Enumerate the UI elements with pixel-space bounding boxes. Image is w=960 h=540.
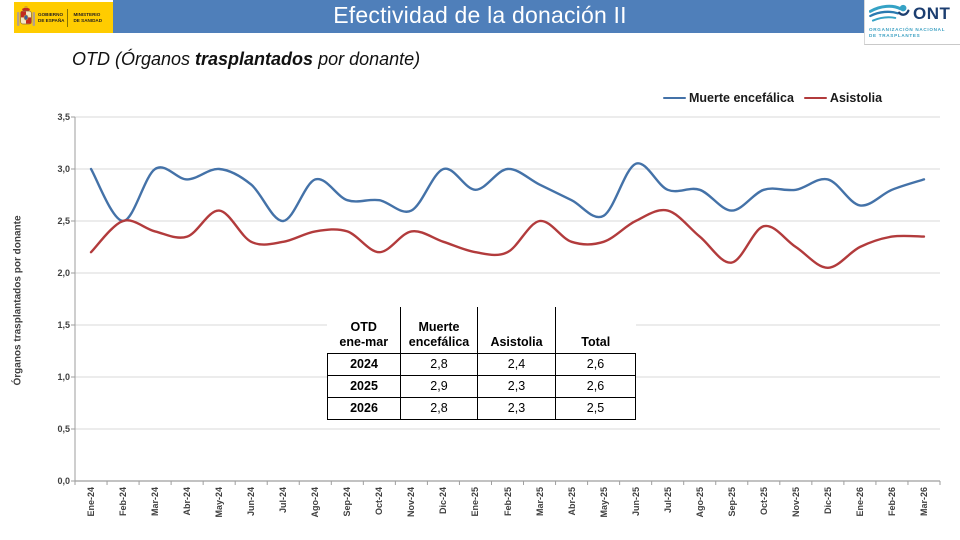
gobierno-logo: GOBIERNO DE ESPAÑA MINISTERIO DE SANIDAD bbox=[14, 2, 113, 33]
x-tick-label: Mar-24 bbox=[150, 487, 161, 517]
x-tick-label: Jul-24 bbox=[278, 487, 289, 514]
x-tick-label: Feb-24 bbox=[118, 487, 129, 517]
ministerio-label: MINISTERIO DE SANIDAD bbox=[73, 12, 103, 23]
table-value-cell: 2,9 bbox=[400, 374, 478, 398]
table-value-cell: 2,6 bbox=[555, 374, 636, 398]
spain-crest-icon bbox=[17, 5, 35, 26]
legend-label: Muerte encefálica bbox=[689, 91, 794, 105]
subtitle-part1: OTD (Órganos bbox=[72, 49, 196, 69]
x-tick-label: Jun-24 bbox=[246, 487, 257, 517]
y-tick-label: 3,5 bbox=[57, 112, 70, 122]
x-tick-label: Ago-25 bbox=[694, 487, 705, 518]
series-line-muerte-encef-lica bbox=[89, 162, 926, 223]
legend-line-swatch bbox=[663, 96, 686, 100]
x-tick-label: Feb-25 bbox=[502, 487, 513, 517]
y-tick-label: 3,0 bbox=[57, 164, 70, 174]
y-tick-label: 2,0 bbox=[57, 268, 70, 278]
gobierno-divider bbox=[67, 8, 69, 27]
x-tick-label: Dic-25 bbox=[822, 487, 833, 515]
x-tick-label: Mar-26 bbox=[918, 487, 929, 517]
table-value-cell: 2,3 bbox=[477, 396, 556, 420]
table-value-cell: 2,6 bbox=[555, 352, 636, 376]
table-year-cell: 2025 bbox=[327, 374, 401, 398]
otd-summary-table: OTD ene-mar Muerte encefálica Asistolia Total… bbox=[327, 307, 636, 420]
table-value-cell: 2,3 bbox=[477, 374, 556, 398]
x-tick-label: Jun-25 bbox=[630, 487, 641, 517]
subtitle-part2: por donante) bbox=[313, 49, 421, 69]
legend-label: Asistolia bbox=[829, 91, 883, 105]
x-tick-label: Ene-24 bbox=[86, 487, 97, 517]
table-header-cell: Muerte encefálica bbox=[400, 307, 478, 354]
gobierno-label: GOBIERNO DE ESPAÑA bbox=[38, 12, 65, 23]
legend: Muerte encefálica Asistolia bbox=[663, 91, 882, 105]
y-tick-label: 1,0 bbox=[57, 372, 70, 382]
ont-swoosh-icon bbox=[869, 4, 910, 22]
x-tick-label: Ago-24 bbox=[310, 487, 321, 518]
x-tick-label: Feb-26 bbox=[886, 487, 897, 517]
table-header-cell: Asistolia bbox=[477, 307, 556, 354]
x-tick-label: Sep-24 bbox=[342, 487, 353, 517]
table-row: 2026 2,8 2,3 2,5 bbox=[327, 396, 636, 420]
legend-item-asistolia: Asistolia bbox=[803, 91, 883, 105]
table-header-cell: OTD ene-mar bbox=[327, 307, 401, 354]
y-axis-title: Órganos trasplantados por donante bbox=[12, 215, 24, 386]
legend-line-swatch bbox=[803, 96, 827, 100]
x-tick-label: May-25 bbox=[598, 487, 609, 518]
header-bar bbox=[113, 0, 865, 33]
table-year-cell: 2024 bbox=[327, 352, 401, 376]
x-tick-label: Abr-25 bbox=[566, 487, 577, 516]
table-header-cell: Total bbox=[555, 307, 636, 354]
x-tick-label: Nov-24 bbox=[406, 487, 417, 518]
x-tick-label: Sep-25 bbox=[726, 487, 737, 517]
table-year-cell: 2026 bbox=[327, 396, 401, 420]
table-value-cell: 2,4 bbox=[477, 352, 556, 376]
x-tick-label: Jul-25 bbox=[662, 487, 673, 514]
x-tick-label: Oct-24 bbox=[374, 487, 385, 516]
ont-acronym: ONT bbox=[913, 4, 951, 23]
x-tick-label: Abr-24 bbox=[182, 487, 193, 516]
table-row: 2025 2,9 2,3 2,6 bbox=[327, 374, 636, 398]
series-line-asistolia bbox=[89, 208, 926, 270]
table-row: 2024 2,8 2,4 2,6 bbox=[327, 352, 636, 376]
x-tick-label: Dic-24 bbox=[438, 487, 449, 515]
table-value-cell: 2,5 bbox=[555, 396, 636, 420]
y-tick-label: 2,5 bbox=[57, 216, 70, 226]
x-tick-label: May-24 bbox=[214, 487, 225, 518]
x-tick-label: Oct-25 bbox=[758, 487, 769, 516]
x-tick-label: Ene-26 bbox=[854, 487, 865, 517]
subtitle-bold: trasplantados bbox=[195, 49, 314, 69]
legend-item-muerte-encef-lica: Muerte encefálica bbox=[663, 91, 794, 105]
x-tick-label: Mar-25 bbox=[534, 487, 545, 517]
x-tick-label: Nov-25 bbox=[790, 487, 801, 518]
table-value-cell: 2,8 bbox=[400, 396, 478, 420]
y-tick-label: 0,5 bbox=[57, 424, 70, 434]
subtitle: OTD (Órganos trasplantados por donante) bbox=[72, 49, 420, 70]
ont-logo: ONT ORGANIZACIÓN NACIONAL DE TRASPLANTES bbox=[864, 0, 960, 45]
y-tick-label: 0,0 bbox=[57, 476, 70, 486]
x-tick-label: Ene-25 bbox=[470, 487, 481, 517]
y-tick-label: 1,5 bbox=[57, 320, 70, 330]
page-title: Efectividad de la donación II bbox=[333, 2, 627, 28]
ont-org-name: ORGANIZACIÓN NACIONAL DE TRASPLANTES bbox=[869, 27, 946, 38]
table-value-cell: 2,8 bbox=[400, 352, 478, 376]
